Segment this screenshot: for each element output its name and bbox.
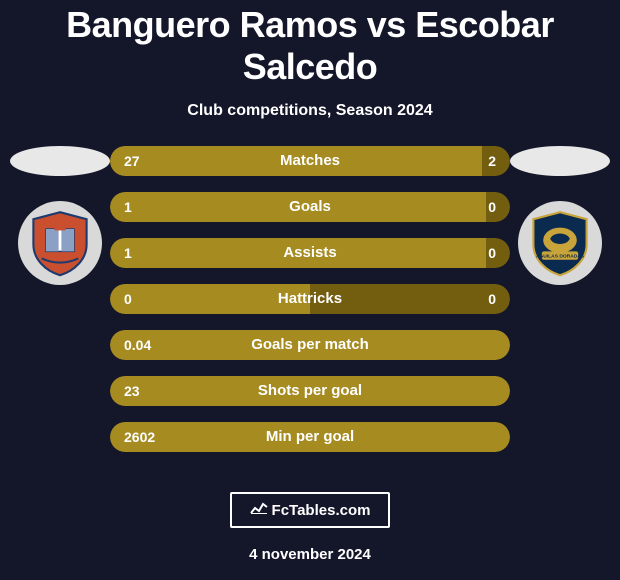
subtitle: Club competitions, Season 2024 xyxy=(0,102,620,120)
stat-row: 10Assists xyxy=(110,238,510,268)
stat-label: Shots per goal xyxy=(110,376,510,406)
ellipse-right xyxy=(510,146,610,176)
page-title: Banguero Ramos vs Escobar Salcedo xyxy=(0,0,620,88)
brand-badge: FcTables.com xyxy=(230,492,390,528)
ellipse-left xyxy=(10,146,110,176)
stat-label: Min per goal xyxy=(110,422,510,452)
chart-icon xyxy=(250,501,268,519)
stat-row: 00Hattricks xyxy=(110,284,510,314)
team-right-crest: AGUILAS DORADAS xyxy=(518,201,602,285)
shield-icon xyxy=(25,208,95,278)
stat-row: 0.04Goals per match xyxy=(110,330,510,360)
comparison-arena: AGUILAS DORADAS 272Matches 10Goals 10Assis… xyxy=(0,146,620,476)
stat-row: 10Goals xyxy=(110,192,510,222)
svg-text:AGUILAS DORADAS: AGUILAS DORADAS xyxy=(536,254,585,260)
stat-label: Matches xyxy=(110,146,510,176)
stat-row: 23Shots per goal xyxy=(110,376,510,406)
stat-label: Hattricks xyxy=(110,284,510,314)
stat-label: Goals per match xyxy=(110,330,510,360)
stat-label: Assists xyxy=(110,238,510,268)
stat-bars: 272Matches 10Goals 10Assists 00Hattricks 0.0… xyxy=(110,146,510,468)
footer-date: 4 november 2024 xyxy=(0,546,620,563)
shield-icon: AGUILAS DORADAS xyxy=(525,208,595,278)
brand-text: FcTables.com xyxy=(272,502,371,519)
stat-row: 2602Min per goal xyxy=(110,422,510,452)
stat-row: 272Matches xyxy=(110,146,510,176)
team-left-crest xyxy=(18,201,102,285)
stat-label: Goals xyxy=(110,192,510,222)
